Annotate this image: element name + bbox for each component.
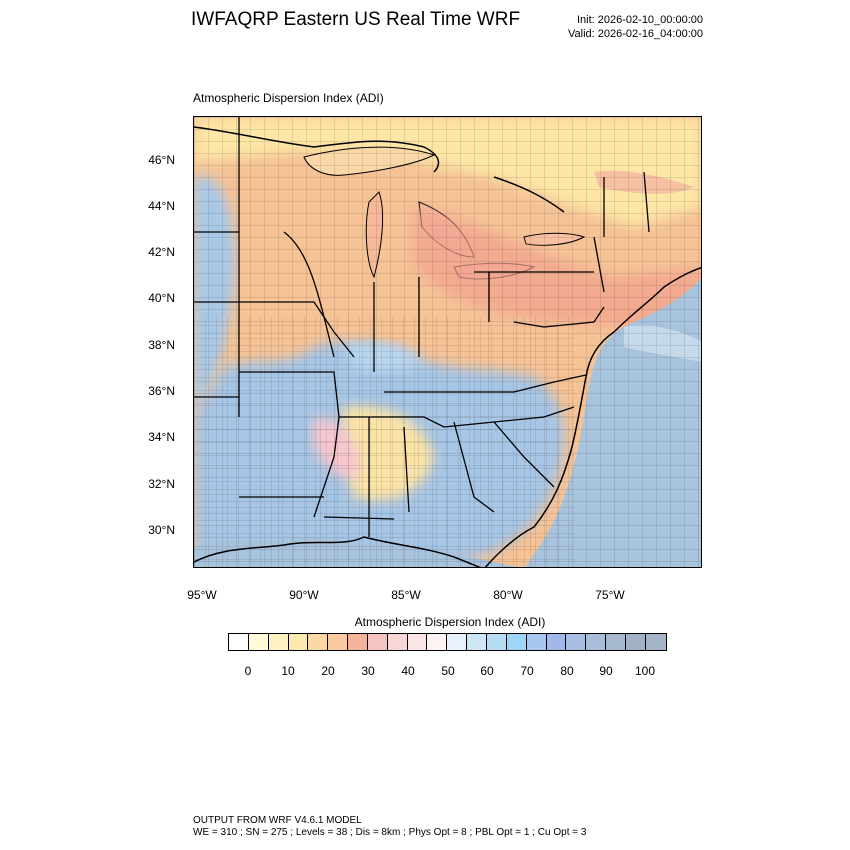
model-version: OUTPUT FROM WRF V4.6.1 MODEL <box>193 815 362 826</box>
lat-label-42: 42°N <box>148 245 175 259</box>
valid-time: Valid: 2026-02-16_04:00:00 <box>568 28 703 40</box>
colorbar-tick: 100 <box>634 664 656 678</box>
colorbar-swatch <box>606 634 626 650</box>
colorbar-swatch <box>308 634 329 650</box>
colorbar-swatch <box>248 634 269 650</box>
colorbar-swatch <box>506 634 527 650</box>
colorbar-swatch <box>486 634 507 650</box>
colorbar-tick: 0 <box>244 664 252 678</box>
lon-label-90: 90°W <box>289 588 319 602</box>
main-title: IWFAQRP Eastern US Real Time WRF <box>191 9 521 30</box>
colorbar-swatch <box>467 634 487 650</box>
colorbar-tick: 80 <box>560 664 574 678</box>
colorbar-tick: 90 <box>599 664 613 678</box>
colorbar-swatch <box>447 634 468 650</box>
colorbar-swatch <box>586 634 607 650</box>
colorbar-swatch <box>348 634 368 650</box>
init-time: Init: 2026-02-10_00:00:00 <box>577 14 703 26</box>
lat-label-34: 34°N <box>148 430 175 444</box>
colorbar-tick: 20 <box>321 664 335 678</box>
lon-label-75: 75°W <box>595 588 625 602</box>
colorbar-swatch <box>566 634 587 650</box>
colorbar-tick: 30 <box>361 664 375 678</box>
lat-label-36: 36°N <box>148 384 175 398</box>
field-title: Atmospheric Dispersion Index (ADI) <box>193 91 384 105</box>
lat-label-38: 38°N <box>148 338 175 352</box>
colorbar-swatch <box>268 634 289 650</box>
colorbar-tick: 40 <box>401 664 415 678</box>
colorbar <box>228 633 667 651</box>
lat-label-30: 30°N <box>148 523 175 537</box>
colorbar-swatch <box>526 634 547 650</box>
colorbar-swatch <box>407 634 428 650</box>
colorbar-swatch <box>288 634 309 650</box>
colorbar-swatch <box>546 634 567 650</box>
lat-label-46: 46°N <box>148 153 175 167</box>
model-params: WE = 310 ; SN = 275 ; Levels = 38 ; Dis … <box>193 827 587 838</box>
lon-label-85: 85°W <box>391 588 421 602</box>
colorbar-swatch <box>387 634 408 650</box>
colorbar-swatch <box>427 634 448 650</box>
lat-label-40: 40°N <box>148 291 175 305</box>
lon-label-95: 95°W <box>187 588 217 602</box>
lon-label-80: 80°W <box>493 588 523 602</box>
adi-map <box>193 116 702 568</box>
colorbar-tick: 60 <box>480 664 494 678</box>
colorbar-swatch <box>328 634 349 650</box>
colorbar-tick: 70 <box>520 664 534 678</box>
map-svg <box>194 117 701 567</box>
colorbar-swatch <box>367 634 388 650</box>
model-footer: OUTPUT FROM WRF V4.6.1 MODEL WE = 310 ; … <box>193 815 586 839</box>
colorbar-title: Atmospheric Dispersion Index (ADI) <box>354 615 546 629</box>
colorbar-tick: 10 <box>281 664 295 678</box>
colorbar-swatch <box>229 634 249 650</box>
colorbar-tick: 50 <box>441 664 455 678</box>
run-times: Init: 2026-02-10_00:00:00 Valid: 2026-02… <box>540 13 703 41</box>
lat-label-32: 32°N <box>148 477 175 491</box>
colorbar-swatch <box>645 634 666 650</box>
colorbar-swatch <box>625 634 646 650</box>
lat-label-44: 44°N <box>148 199 175 213</box>
